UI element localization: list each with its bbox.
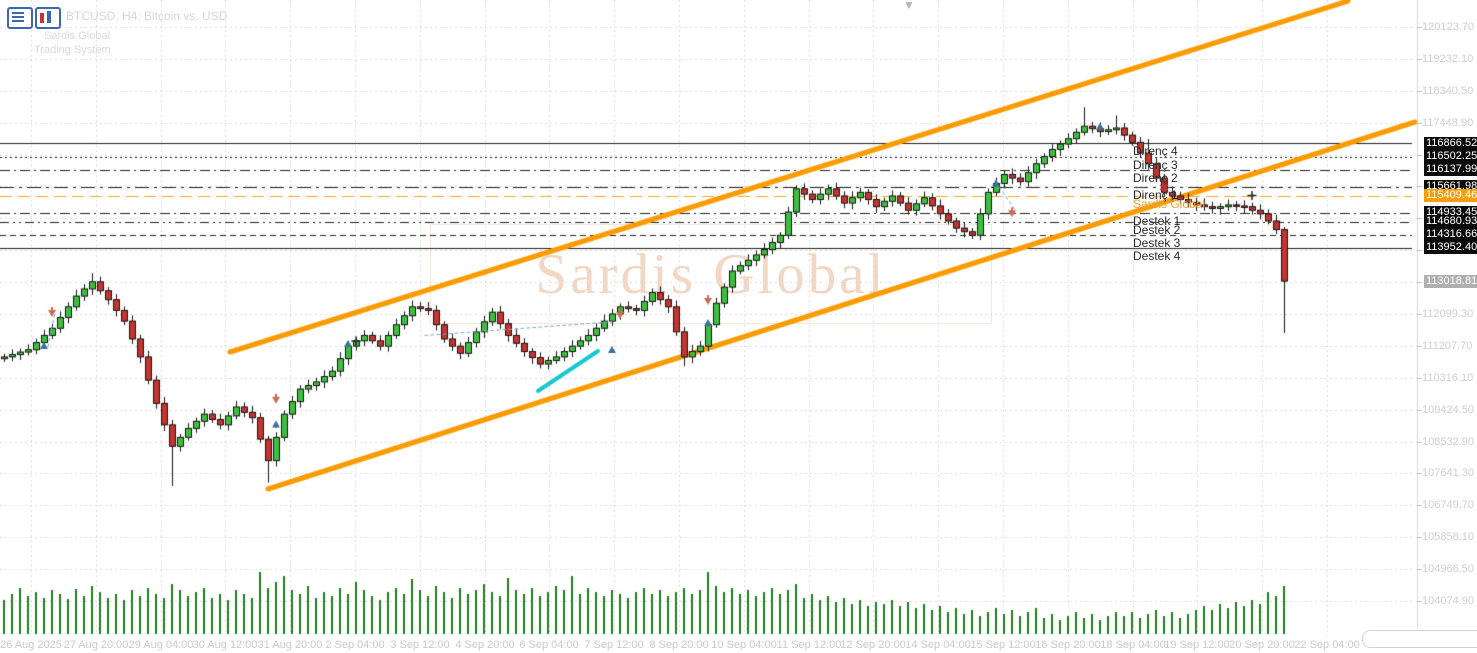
level-label-direnc-4: Direnç 4 — [1133, 144, 1178, 159]
level-pricebox-destek-4: 113952.40 — [1424, 241, 1477, 255]
x-axis-label: 29 Aug 04:00 — [128, 639, 194, 651]
y-axis-label: 107641.30 — [1422, 467, 1474, 480]
list-icon[interactable] — [7, 7, 33, 29]
level-pricebox-direnc-4: 116866.52 — [1424, 136, 1477, 150]
y-axis-label: 118340.50 — [1422, 84, 1474, 97]
list-icon-line — [12, 20, 24, 22]
x-axis-label: 22 Sep 04:00 — [1294, 639, 1360, 651]
bar-chart-icon-red-bar — [40, 13, 44, 23]
chart-shift-marker[interactable]: ▼ — [903, 0, 915, 12]
x-axis-label: 30 Aug 12:00 — [192, 639, 258, 651]
x-axis-label: 26 Aug 2025 — [0, 639, 62, 651]
y-axis-label: 112099.30 — [1422, 308, 1474, 320]
y-axis-label: 120123.70 — [1422, 21, 1474, 33]
indicator-name-line1: Sardis Global — [44, 30, 111, 42]
x-axis-label: 12 Sep 20:00 — [840, 639, 906, 651]
y-axis-label: 117448.90 — [1422, 116, 1474, 129]
y-axis-label: 105858.10 — [1422, 531, 1474, 544]
level-pricebox-destek-3: 114316.66 — [1424, 228, 1477, 242]
list-icon-line — [12, 12, 24, 14]
y-axis-label: 106749.70 — [1422, 499, 1474, 512]
level-label-direnc-2: Direnç 2 — [1133, 170, 1178, 185]
x-axis-label: 3 Sep 12:00 — [390, 639, 450, 651]
level-pricebox-direnc-2: 116137.99 — [1424, 163, 1477, 177]
x-axis-label: 18 Sep 04:00 — [1100, 639, 1166, 651]
level-label-sardis-global: Sardis Global — [1133, 196, 1206, 211]
y-axis-label: 104074.90 — [1422, 595, 1474, 607]
x-axis-label: 27 Aug 20:00 — [63, 639, 129, 651]
x-axis-label: 14 Sep 04:00 — [905, 639, 971, 651]
bar-chart-icon-blue-bar — [47, 11, 51, 23]
x-axis-label: 10 Sep 04:00 — [711, 639, 777, 651]
level-label-destek-1: Destek 1 — [1133, 213, 1181, 228]
y-axis-label: 111207.70 — [1422, 339, 1473, 352]
level-label-destek-3: Destek 3 — [1133, 235, 1181, 250]
x-axis-label: 4 Sep 20:00 — [455, 639, 515, 651]
x-axis-label: 20 Sep 20:00 — [1229, 639, 1295, 651]
x-axis-label: 31 Aug 20:00 — [257, 639, 323, 651]
x-axis-label: 11 Sep 12:00 — [776, 639, 842, 651]
indicator-name-line2: Trading System — [34, 44, 111, 56]
level-label-destek-2: Destek 2 — [1133, 222, 1181, 237]
x-axis-label: 19 Sep 12:00 — [1164, 639, 1230, 651]
x-axis-label: 8 Sep 20:00 — [649, 639, 709, 651]
x-axis-label: 16 Sep 20:00 — [1035, 639, 1101, 651]
y-axis-label: 104966.50 — [1422, 563, 1474, 576]
level-pricebox-destek-2: 114680.93 — [1424, 215, 1477, 229]
x-axis-label: 7 Sep 12:00 — [584, 639, 644, 651]
bar-chart-icon[interactable] — [35, 7, 61, 29]
level-pricebox-direnc-3: 116502.25 — [1424, 150, 1477, 164]
level-label-destek-4: Destek 4 — [1133, 248, 1181, 263]
y-axis-label: 109424.50 — [1422, 403, 1474, 416]
x-axis-label: 6 Sep 04:00 — [519, 639, 579, 651]
x-axis-label: 2 Sep 04:00 — [325, 639, 385, 651]
level-label-direnc-1: Direnç 1 — [1133, 187, 1178, 202]
y-axis-label: 119232.10 — [1422, 52, 1474, 65]
symbol-title: BTCUSD, H4: Bitcoin vs. USD — [66, 9, 228, 23]
current-price-box: 113018.81 — [1424, 274, 1477, 288]
x-axis-label: 15 Sep 12:00 — [970, 639, 1036, 651]
level-label-direnc-3: Direnç 3 — [1133, 157, 1178, 172]
y-axis-label: 108532.90 — [1422, 435, 1474, 448]
y-axis-label: 110316.10 — [1422, 371, 1474, 384]
list-icon-line — [12, 16, 24, 18]
level-pricebox-sardis-global: 115409.46 — [1424, 189, 1477, 203]
